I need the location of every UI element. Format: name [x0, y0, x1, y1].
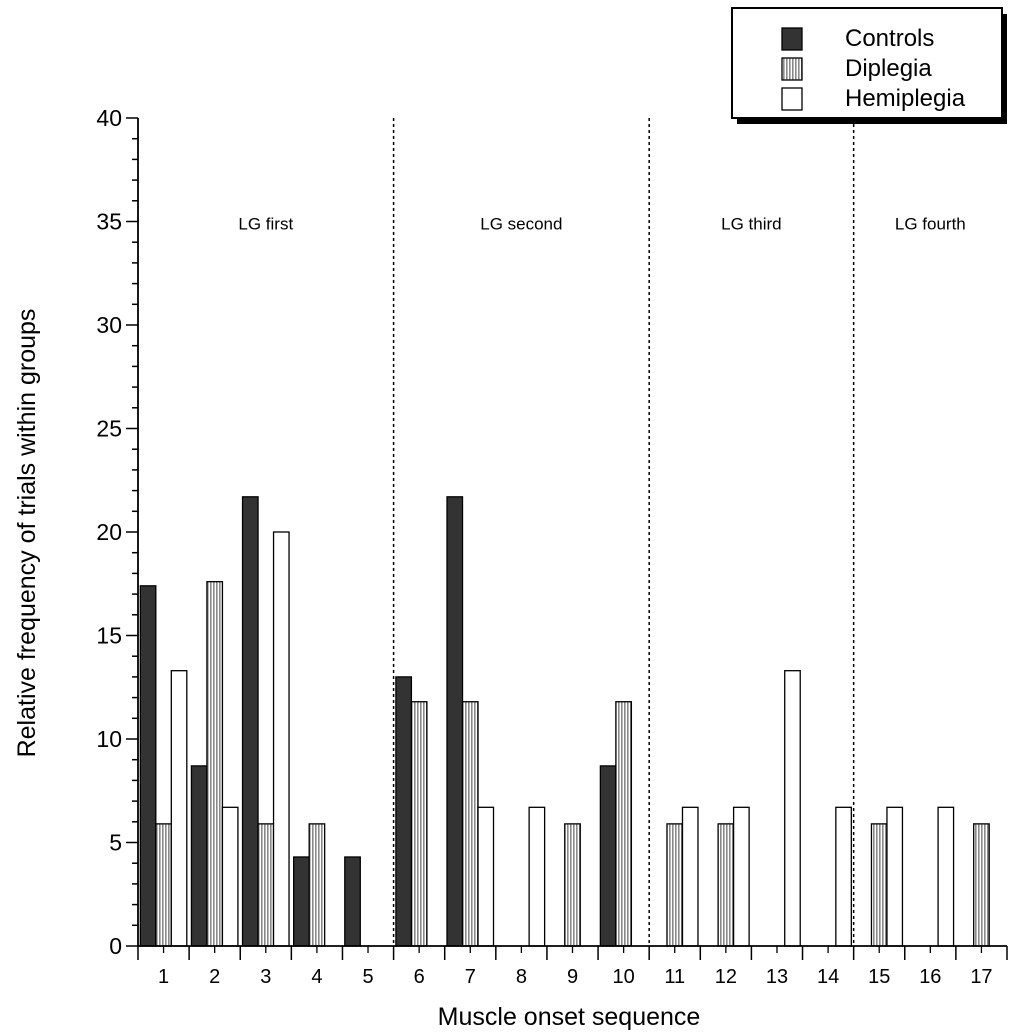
bar-hemiplegia-2: [221, 806, 239, 947]
bar-series: [139, 496, 990, 947]
y-tick-label: 35: [96, 209, 122, 235]
group-annotations: LG first LG second LG third LG fourth: [238, 215, 965, 234]
x-tick-label: 5: [362, 966, 373, 988]
x-tick-label: 3: [260, 966, 271, 988]
annotation-lg-3: LG third: [721, 215, 781, 234]
bar-controls-10: [599, 765, 617, 947]
bar-diplegia-7: [461, 701, 479, 947]
y-tick-label: 40: [96, 105, 122, 131]
bar-controls-6: [395, 676, 413, 947]
y-tick-label: 15: [96, 623, 122, 649]
legend: Controls Diplegia Hemiplegia: [731, 7, 1007, 124]
x-tick-label: 17: [970, 966, 992, 988]
bar-diplegia-6: [410, 701, 428, 947]
group-separators: [392, 118, 855, 946]
y-tick-label: 0: [109, 933, 122, 959]
bar-diplegia-9: [564, 823, 581, 947]
x-tick-label: 6: [414, 966, 425, 988]
x-tick-label: 7: [465, 966, 476, 988]
legend-label-diplegia: Diplegia: [845, 55, 932, 82]
x-tick-label: 1: [158, 966, 169, 988]
bar-hemiplegia-3: [272, 531, 290, 947]
legend-label-controls: Controls: [845, 25, 934, 52]
bar-hemiplegia-1: [170, 670, 188, 947]
legend-label-hemiplegia: Hemiplegia: [845, 85, 966, 112]
bar-controls-7: [446, 496, 464, 947]
x-tick-label: 4: [311, 966, 322, 988]
bar-hemiplegia-12: [732, 806, 750, 947]
legend-swatch-controls: [781, 27, 803, 51]
x-tick-label: 12: [715, 966, 737, 988]
x-tick-label: 15: [868, 966, 890, 988]
bar-hemiplegia-15: [886, 806, 904, 947]
bar-diplegia-3: [257, 823, 275, 947]
x-tick-label: 14: [817, 966, 839, 988]
y-tick-label: 10: [96, 726, 122, 752]
x-tick-label: 8: [516, 966, 527, 988]
y-tick-label: 20: [96, 519, 122, 545]
bar-hemiplegia-8: [528, 806, 546, 947]
bar-hemiplegia-16: [937, 806, 955, 947]
y-axis-label: Relative frequency of trials within grou…: [13, 309, 41, 758]
bar-controls-1: [139, 585, 157, 947]
bar-controls-2: [190, 765, 208, 947]
bar-diplegia-12: [717, 823, 735, 947]
x-axis-label: Muscle onset sequence: [438, 1003, 701, 1031]
x-tick-label: 16: [919, 966, 941, 988]
x-tick-label: 10: [612, 966, 634, 988]
bar-diplegia-15: [870, 823, 888, 947]
annotation-lg-4: LG fourth: [895, 215, 966, 234]
bar-diplegia-17: [973, 823, 990, 947]
bar-diplegia-4: [308, 823, 326, 947]
x-tick-label: 13: [766, 966, 788, 988]
y-tick-label: 5: [109, 830, 122, 856]
bar-controls-5: [344, 856, 361, 947]
legend-box: [731, 7, 1003, 119]
annotation-lg-1: LG first: [238, 215, 293, 234]
y-tick-label: 30: [96, 312, 122, 338]
bar-diplegia-10: [615, 701, 633, 947]
bar-controls-4: [293, 856, 310, 947]
legend-swatch-diplegia: [781, 57, 803, 81]
bar-hemiplegia-13: [784, 670, 801, 947]
bar-hemiplegia-11: [681, 806, 699, 947]
bar-controls-3: [241, 496, 259, 947]
x-tick-label: 9: [567, 966, 578, 988]
annotation-lg-2: LG second: [480, 215, 562, 234]
bar-diplegia-11: [666, 823, 684, 947]
bar-diplegia-1: [155, 823, 172, 947]
x-tick-label: 2: [209, 966, 220, 988]
y-tick-label: 25: [96, 416, 122, 442]
legend-swatch-hemiplegia: [781, 87, 803, 111]
bar-hemiplegia-14: [835, 806, 852, 947]
bar-diplegia-2: [206, 581, 224, 947]
bar-hemiplegia-7: [477, 806, 495, 947]
x-tick-label: 11: [664, 966, 685, 988]
